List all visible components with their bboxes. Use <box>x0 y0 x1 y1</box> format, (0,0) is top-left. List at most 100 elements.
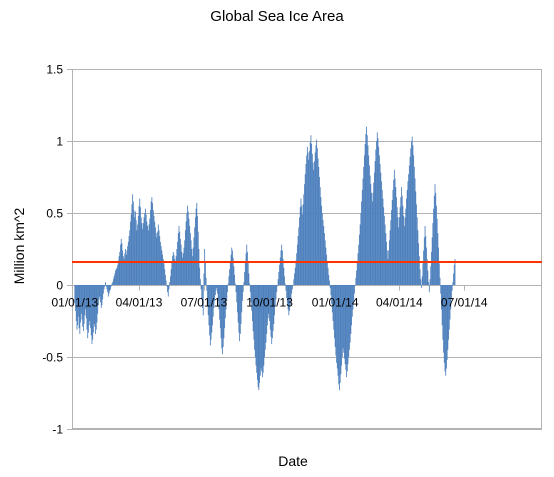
data-bar <box>221 285 223 349</box>
data-bar <box>104 285 106 287</box>
data-bar <box>243 282 245 285</box>
data-bar <box>396 197 397 285</box>
y-tick-label: 0 <box>56 279 63 293</box>
data-bar <box>132 194 134 285</box>
data-bar <box>442 285 444 340</box>
data-bar <box>304 184 305 285</box>
data-bar <box>300 198 302 285</box>
data-bar <box>166 285 168 287</box>
data-bar <box>135 211 136 285</box>
data-bar <box>263 285 265 366</box>
data-bar <box>309 142 311 285</box>
data-bar <box>365 133 367 285</box>
data-bar <box>363 166 365 285</box>
data-bar <box>110 285 111 290</box>
data-bar <box>155 233 157 285</box>
data-bar <box>395 187 397 285</box>
data-bar <box>195 208 197 285</box>
data-bar <box>329 280 330 285</box>
data-bar <box>234 283 236 285</box>
data-bar <box>285 285 287 291</box>
data-bar <box>155 227 156 285</box>
data-bar <box>259 285 260 383</box>
data-bar <box>168 285 170 290</box>
data-bar <box>208 285 210 326</box>
data-bar <box>134 217 136 285</box>
data-bar <box>301 214 303 285</box>
data-bar <box>403 225 405 285</box>
data-bar <box>331 285 333 313</box>
data-bar <box>440 285 442 294</box>
data-bar <box>314 161 315 285</box>
data-bar <box>345 285 347 370</box>
data-bar <box>241 285 243 313</box>
data-bar <box>125 254 127 285</box>
data-bar <box>192 256 193 285</box>
data-bar <box>132 201 134 285</box>
data-bar <box>433 195 435 285</box>
data-bar <box>204 249 206 285</box>
data-bar <box>448 285 449 340</box>
data-bar <box>356 270 357 285</box>
data-bar <box>348 285 350 357</box>
data-bar <box>185 221 187 285</box>
data-bar <box>370 184 372 285</box>
data-bar <box>112 279 114 285</box>
data-bar <box>394 178 396 285</box>
data-bar <box>349 285 350 350</box>
data-bar <box>101 285 103 306</box>
data-bar <box>288 285 290 316</box>
data-bar <box>150 210 151 285</box>
data-bar <box>191 249 193 285</box>
data-bar <box>296 244 298 285</box>
data-bar <box>401 187 402 285</box>
data-bar <box>210 285 212 340</box>
data-bar <box>318 166 320 285</box>
data-bar <box>88 285 90 326</box>
data-bar <box>286 285 288 304</box>
data-bar <box>404 217 406 285</box>
data-bar <box>117 264 119 285</box>
data-bar <box>224 285 226 329</box>
y-tick-label: -1 <box>52 423 63 437</box>
data-bar <box>97 285 99 306</box>
data-bar <box>174 259 176 285</box>
data-bar <box>227 285 228 293</box>
data-bar <box>304 174 306 285</box>
data-bar <box>176 249 178 285</box>
data-bar <box>169 276 171 285</box>
data-bar <box>244 272 246 285</box>
data-bar <box>415 191 417 285</box>
data-bar <box>250 285 252 303</box>
data-bar <box>161 250 163 285</box>
data-bar <box>436 218 438 285</box>
data-bar <box>138 205 140 285</box>
data-bar <box>397 217 399 285</box>
data-bar <box>416 204 417 285</box>
data-bar <box>334 285 336 347</box>
data-bar <box>197 231 199 285</box>
data-bar <box>283 267 285 285</box>
data-bar <box>279 257 281 285</box>
data-bar <box>340 285 342 375</box>
data-bar <box>141 223 143 285</box>
data-bar <box>77 285 79 326</box>
data-bar <box>447 285 449 350</box>
data-bar <box>299 217 300 285</box>
data-bar <box>83 285 85 324</box>
data-bar <box>292 285 294 286</box>
data-bar <box>420 279 422 285</box>
data-bar <box>307 152 309 285</box>
data-bar <box>186 213 188 285</box>
data-bar <box>131 204 133 285</box>
data-bar <box>164 269 166 285</box>
data-bar <box>271 285 273 345</box>
data-bar <box>452 282 454 285</box>
data-bar <box>326 261 328 285</box>
data-bar <box>324 233 325 285</box>
data-bar <box>330 285 332 296</box>
data-bar <box>157 224 159 285</box>
data-bar <box>426 247 427 285</box>
data-bar <box>361 201 362 285</box>
